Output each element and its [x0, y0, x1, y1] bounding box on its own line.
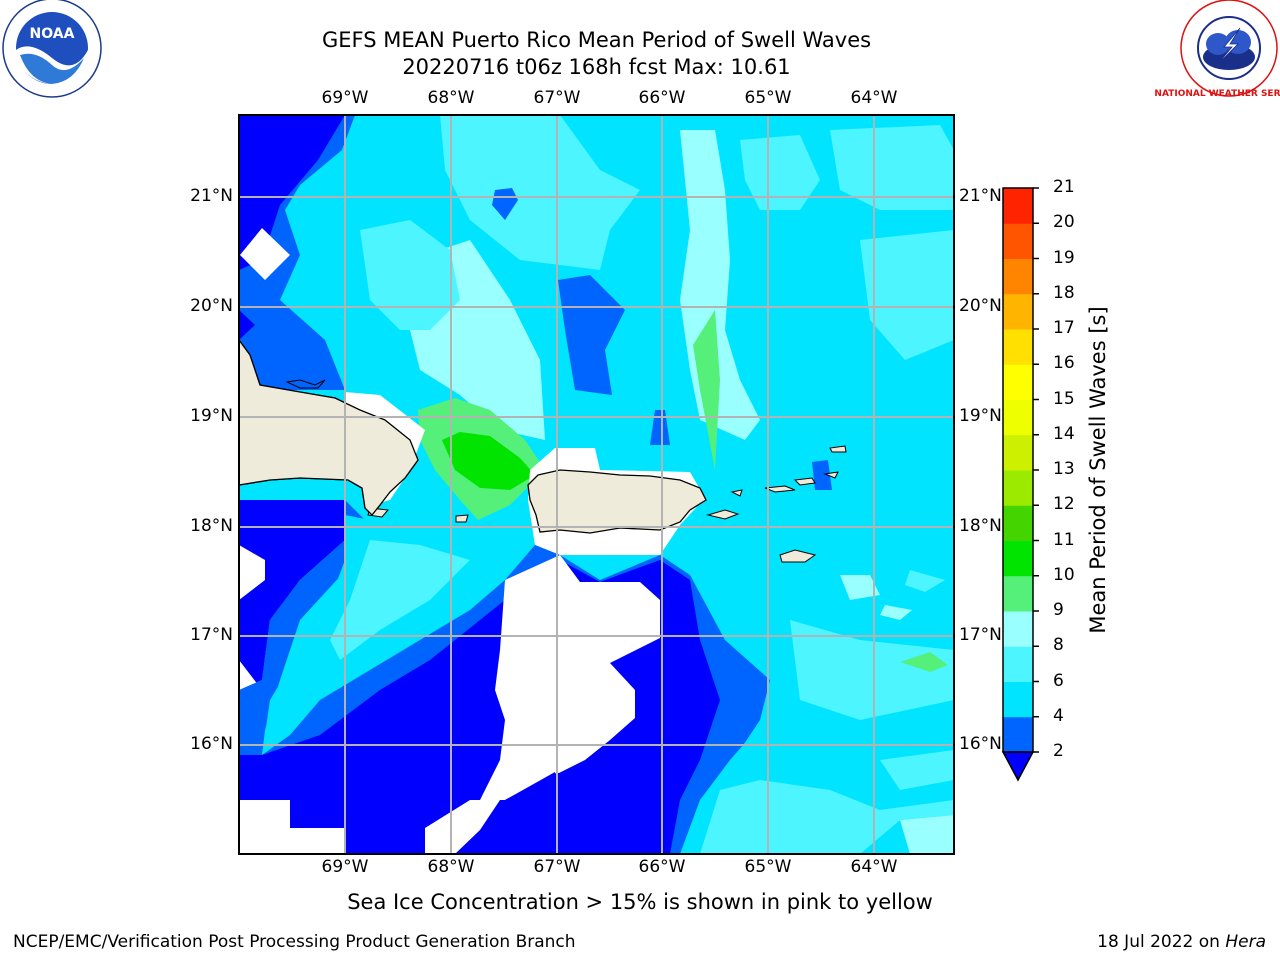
lat-label-right: 16°N [959, 734, 1002, 754]
colorbar-swatch [1003, 681, 1033, 718]
colorbar-swatch [1003, 540, 1033, 577]
colorbar-swatch [1003, 434, 1033, 471]
lat-label-left: 16°N [190, 734, 233, 754]
colorbar-tick-label: 17 [1053, 318, 1075, 338]
colorbar-swatch [1003, 364, 1033, 400]
map-title: GEFS MEAN Puerto Rico Mean Period of Swe… [321, 28, 872, 52]
lon-label-top: 68°W [427, 88, 475, 108]
footer-date-text: 18 Jul 2022 on [1097, 932, 1226, 952]
lat-label-left: 20°N [190, 296, 233, 316]
lat-label-right: 18°N [959, 516, 1002, 536]
colorbar-swatch [1003, 575, 1033, 612]
lon-label-top: 65°W [744, 88, 792, 108]
map-frame [238, 114, 955, 855]
lat-label-left: 21°N [190, 186, 233, 206]
colorbar-swatch [1003, 716, 1033, 753]
colorbar-swatch [1003, 505, 1033, 541]
lon-label-top: 69°W [321, 88, 369, 108]
lon-label-bottom: 69°W [321, 857, 369, 877]
footer-host: Hera [1225, 932, 1266, 952]
colorbar-tick-label: 11 [1053, 529, 1075, 550]
footer-credit: NCEP/EMC/Verification Post Processing Pr… [13, 932, 576, 952]
colorbar-tick-label: 8 [1053, 635, 1064, 656]
colorbar-tick-label: 20 [1053, 212, 1075, 233]
lat-label-left: 19°N [190, 406, 233, 426]
footer-date: 18 Jul 2022 on Hera [1097, 932, 1266, 952]
lon-label-top: 64°W [850, 88, 898, 108]
lon-label-top: 67°W [533, 88, 581, 108]
colorbar-tick-label: 12 [1053, 494, 1075, 515]
lat-label-right: 17°N [959, 625, 1002, 645]
map-plot-area [239, 115, 954, 854]
map-subtitle-forecast: 20220716 t06z 168h fcst Max: 10.61 [402, 55, 791, 79]
colorbar-swatch [1003, 188, 1033, 224]
lon-label-bottom: 64°W [850, 857, 898, 877]
colorbar-swatch [1003, 293, 1033, 330]
lat-label-right: 19°N [959, 406, 1002, 426]
nws-logo: NATIONAL WEATHER SERVICE [1154, 0, 1280, 99]
colorbar-tick-label: 2 [1053, 741, 1064, 761]
colorbar-tick-label: 6 [1053, 670, 1064, 691]
lat-label-left: 18°N [190, 516, 233, 536]
sea-ice-note: Sea Ice Concentration > 15% is shown in … [347, 890, 933, 914]
colorbar-extend-triangle [1001, 751, 1035, 782]
colorbar-tick-label: 19 [1053, 247, 1075, 268]
colorbar-tick-label: 16 [1053, 353, 1075, 374]
colorbar-tick-label: 18 [1053, 282, 1075, 303]
lon-label-bottom: 68°W [427, 857, 475, 877]
noaa-logo-text: NOAA [30, 26, 75, 42]
colorbar-cover [1003, 188, 1033, 754]
colorbar-tick-label: 4 [1053, 705, 1064, 726]
lon-label-top: 66°W [638, 88, 686, 108]
colorbar-tick-label: 21 [1053, 177, 1075, 197]
colorbar-swatch [1003, 399, 1033, 436]
colorbar-swatch [1003, 611, 1033, 647]
colorbar-tick-label: 14 [1053, 423, 1075, 444]
lon-label-bottom: 66°W [638, 857, 686, 877]
colorbar-swatch [1003, 646, 1033, 682]
colorbar-tick-label: 9 [1053, 600, 1064, 620]
colorbar-tick-label: 10 [1053, 564, 1075, 585]
nws-logo-text: NATIONAL WEATHER SERVICE [1154, 89, 1280, 99]
noaa-logo: NOAA [2, 0, 102, 98]
lat-label-right: 21°N [959, 186, 1002, 206]
colorbar-swatch [1003, 329, 1033, 365]
lat-label-right: 20°N [959, 296, 1002, 316]
colorbar [1001, 187, 1039, 782]
colorbar-swatch [1003, 470, 1033, 506]
colorbar-swatch [1003, 223, 1033, 259]
lat-label-left: 17°N [190, 625, 233, 645]
colorbar-tick-label: 13 [1053, 459, 1075, 479]
lon-label-bottom: 67°W [533, 857, 581, 877]
colorbar-swatch [1003, 258, 1033, 295]
colorbar-tick-label: 15 [1053, 388, 1075, 409]
graticule [239, 115, 954, 854]
lon-label-bottom: 65°W [744, 857, 792, 877]
